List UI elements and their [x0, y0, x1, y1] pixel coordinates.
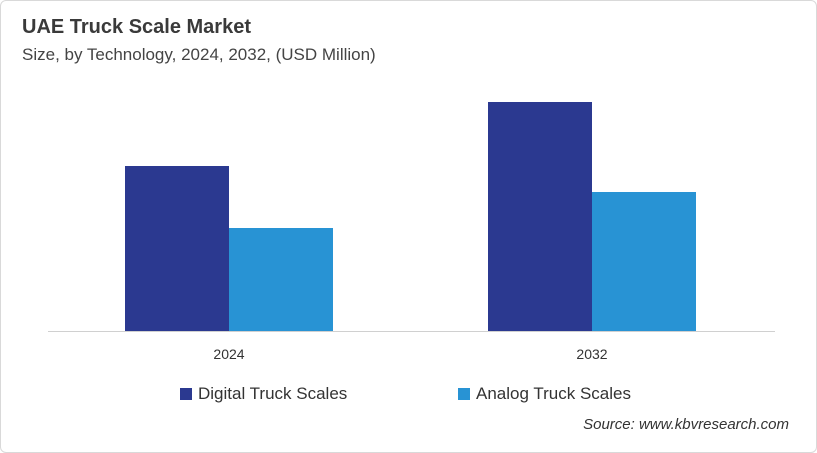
source-note: Source: www.kbvresearch.com [583, 416, 789, 433]
x-tick-label: 2024 [213, 346, 244, 362]
legend-label-digital: Digital Truck Scales [198, 384, 348, 403]
bar-2024-analog [229, 228, 333, 331]
legend-label-analog: Analog Truck Scales [476, 384, 631, 403]
legend-item-digital: Digital Truck Scales [180, 384, 347, 404]
x-tick-label: 2032 [576, 346, 607, 362]
legend-swatch-analog [458, 388, 470, 400]
chart-title: UAE Truck Scale Market [22, 16, 251, 38]
bar-2032-analog [592, 192, 696, 331]
legend-swatch-digital [180, 388, 192, 400]
bar-2024-digital [125, 166, 229, 331]
legend-item-analog: Analog Truck Scales [458, 384, 631, 404]
bar-2032-digital [488, 102, 592, 331]
chart-subtitle: Size, by Technology, 2024, 2032, (USD Mi… [22, 45, 376, 64]
